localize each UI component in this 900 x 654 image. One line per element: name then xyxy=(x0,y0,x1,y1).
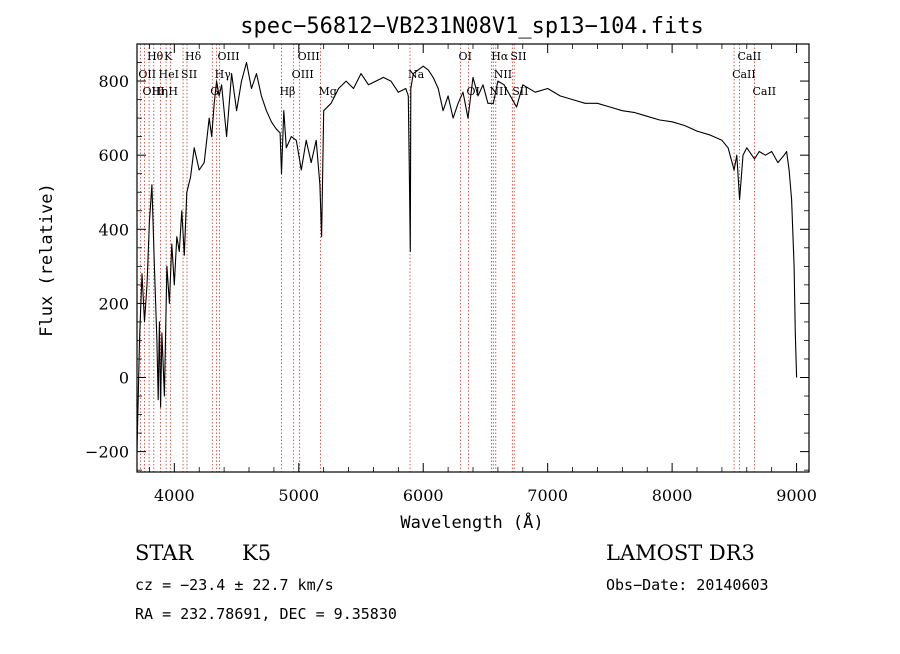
flux-series-line xyxy=(136,61,798,452)
spectral-line-label: OI xyxy=(467,85,480,98)
y-tick-labels: −200 0 200 400 600 800 xyxy=(85,72,129,462)
observation-date: Obs−Date: 20140603 xyxy=(606,576,769,594)
y-tick-label: 800 xyxy=(98,72,129,91)
x-tick-labels: 4000 5000 6000 7000 8000 9000 xyxy=(154,486,817,505)
spectral-line-label: OII xyxy=(138,68,156,81)
redshift-text: cz = −23.4 ± 22.7 km/s xyxy=(135,576,334,594)
spectral-line-label: NII xyxy=(489,85,507,98)
spectral-line-label: NII xyxy=(494,68,512,81)
x-tick-label: 6000 xyxy=(403,486,444,505)
y-tick-label: 600 xyxy=(98,146,129,165)
spectral-line-label: SII xyxy=(181,68,197,81)
coordinates-text: RA = 232.78691, DEC = 9.35830 xyxy=(135,605,397,623)
spectral-line-label: K xyxy=(164,50,173,63)
x-tick-label: 8000 xyxy=(652,486,693,505)
x-tick-label: 5000 xyxy=(278,486,319,505)
plot-frame xyxy=(136,43,810,473)
x-tick-label: 7000 xyxy=(527,486,568,505)
spectral-line-label: H xyxy=(168,85,178,98)
spectral-line-label: OI xyxy=(459,50,472,63)
spectral-line-label: OIII xyxy=(292,68,314,81)
spectral-line-label: SII xyxy=(510,50,526,63)
spectral-line-label: Na xyxy=(408,68,425,81)
spectral-line-label: SII xyxy=(512,85,528,98)
object-class: STAR xyxy=(135,541,194,565)
y-tick-label: 0 xyxy=(119,369,129,388)
spectral-line-label: G xyxy=(210,85,219,98)
y-axis-label: Flux (relative) xyxy=(37,183,57,337)
spectral-line-label: Hη xyxy=(152,85,168,98)
spectral-line-label: Hδ xyxy=(185,50,202,63)
spectral-line-label: OIII xyxy=(218,50,240,63)
spectral-line-label: CaII xyxy=(732,68,756,81)
spectral-line-label: Hβ xyxy=(279,85,295,98)
spectral-line-label: Hα xyxy=(491,50,509,63)
spectral-line-label: Mg xyxy=(319,85,337,98)
chart-title: spec−56812−VB231N08V1_sp13−104.fits xyxy=(240,14,704,39)
spectral-line-label: CaII xyxy=(738,50,762,63)
spectral-line-label: Hγ xyxy=(215,68,232,81)
spectral-line-label: HeI xyxy=(159,68,179,81)
spectral-line-label: OIII xyxy=(298,50,320,63)
spectral-line-markers xyxy=(139,44,755,472)
spectral-line-label: OIII xyxy=(142,85,164,98)
x-tick-label: 4000 xyxy=(154,486,195,505)
x-axis-label: Wavelength (Å) xyxy=(400,511,543,533)
y-tick-label: −200 xyxy=(85,443,129,462)
y-tick-label: 200 xyxy=(98,294,129,313)
x-tick-label: 9000 xyxy=(776,486,817,505)
object-subclass: K5 xyxy=(242,541,271,565)
y-tick-label: 400 xyxy=(98,220,129,239)
survey-name: LAMOST DR3 xyxy=(606,541,755,565)
axis-ticks xyxy=(137,43,809,472)
spectral-line-label: CaII xyxy=(752,85,776,98)
spectral-line-label: Hθ xyxy=(147,50,164,63)
